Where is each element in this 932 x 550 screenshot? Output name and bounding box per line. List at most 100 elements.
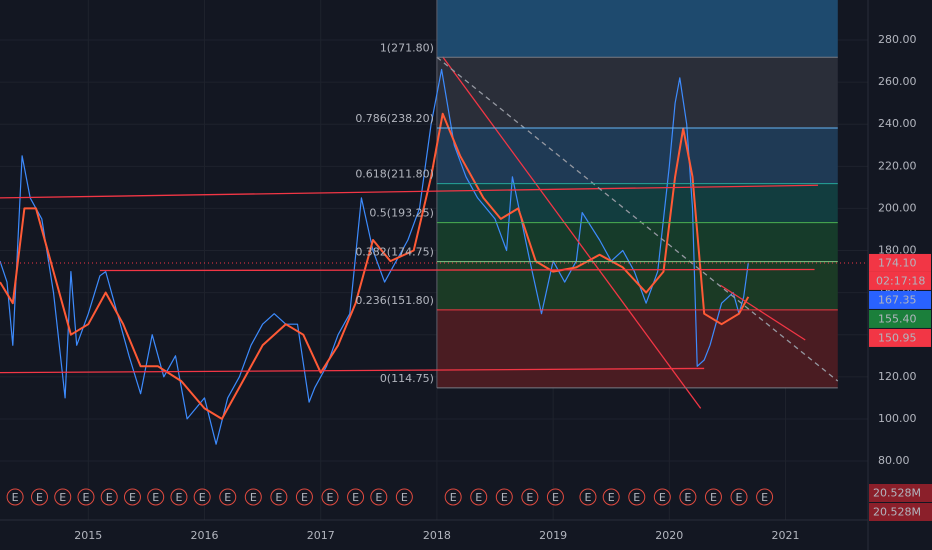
y-tick-label: 80.00 bbox=[878, 454, 910, 467]
earnings-label: E bbox=[106, 491, 113, 504]
earnings-marker bbox=[628, 488, 646, 506]
earnings-label: E bbox=[83, 491, 90, 504]
trendline bbox=[436, 56, 839, 382]
price-tag bbox=[869, 309, 931, 328]
earnings-marker bbox=[147, 488, 165, 506]
price-tag-label: 174.10 bbox=[878, 256, 917, 269]
earnings-marker bbox=[77, 488, 95, 506]
series-line bbox=[0, 112, 750, 420]
fib-label: 0.786(238.20) bbox=[355, 112, 434, 125]
earnings-label: E bbox=[352, 491, 359, 504]
fib-label: 0.382(174.75) bbox=[355, 246, 434, 259]
x-tick-label: 2017 bbox=[307, 529, 335, 542]
x-tick-label: 2020 bbox=[655, 529, 683, 542]
earnings-marker bbox=[6, 488, 24, 506]
fib-band bbox=[436, 183, 838, 223]
earnings-marker bbox=[653, 488, 671, 506]
earnings-label: E bbox=[12, 491, 19, 504]
earnings-marker bbox=[54, 488, 72, 506]
earnings-label: E bbox=[475, 491, 482, 504]
fib-label: 1(271.80) bbox=[380, 41, 434, 54]
plot bbox=[0, 0, 868, 520]
earnings-marker bbox=[270, 488, 288, 506]
trendline bbox=[99, 268, 815, 272]
earnings-marker bbox=[244, 488, 262, 506]
earnings-label: E bbox=[175, 491, 182, 504]
earnings-marker bbox=[193, 488, 211, 506]
earnings-marker bbox=[295, 488, 313, 506]
price-tag bbox=[869, 290, 931, 309]
fib-band bbox=[436, 222, 838, 262]
earnings-marker bbox=[602, 488, 620, 506]
volume-tag bbox=[869, 484, 932, 502]
earnings-marker bbox=[679, 488, 697, 506]
trendline bbox=[720, 284, 806, 341]
earnings-label: E bbox=[301, 491, 308, 504]
earnings-label: E bbox=[59, 491, 66, 504]
earnings-marker bbox=[546, 488, 564, 506]
earnings-label: E bbox=[501, 491, 508, 504]
earnings-label: E bbox=[552, 491, 559, 504]
earnings-marker bbox=[347, 488, 365, 506]
earnings-label: E bbox=[401, 491, 408, 504]
y-tick-label: 120.00 bbox=[878, 370, 917, 383]
earnings-label: E bbox=[684, 491, 691, 504]
fib-label: 0.618(211.80) bbox=[355, 168, 434, 181]
volume-label: 20.528M bbox=[873, 487, 921, 500]
fib-band bbox=[436, 57, 838, 129]
earnings-label: E bbox=[275, 491, 282, 504]
earnings-label: E bbox=[450, 491, 457, 504]
y-tick-label: 240.00 bbox=[878, 117, 917, 130]
earnings-label: E bbox=[375, 491, 382, 504]
series-line bbox=[0, 68, 749, 445]
earnings-label: E bbox=[199, 491, 206, 504]
trendline bbox=[0, 367, 705, 374]
price-tag-label: 167.35 bbox=[878, 293, 917, 306]
x-tick-label: 2018 bbox=[423, 529, 451, 542]
y-tick-label: 280.00 bbox=[878, 33, 917, 46]
earnings-label: E bbox=[761, 491, 768, 504]
earnings-marker bbox=[579, 488, 597, 506]
earnings-marker bbox=[495, 488, 513, 506]
fib-band bbox=[436, 128, 838, 184]
trendline bbox=[442, 56, 702, 409]
price-tag-label: 150.95 bbox=[878, 331, 917, 344]
y-tick-label: 200.00 bbox=[878, 201, 917, 214]
earnings-label: E bbox=[584, 491, 591, 504]
y-tick-label: 180.00 bbox=[878, 244, 917, 257]
earnings-marker bbox=[170, 488, 188, 506]
fib-label: 0.236(151.80) bbox=[355, 294, 434, 307]
earnings-label: E bbox=[608, 491, 615, 504]
earnings-marker bbox=[370, 488, 388, 506]
earnings-marker bbox=[470, 488, 488, 506]
y-tick-label: 220.00 bbox=[878, 159, 917, 172]
earnings-marker bbox=[100, 488, 118, 506]
countdown-label: 02:17:18 bbox=[876, 274, 925, 287]
x-tick-label: 2021 bbox=[771, 529, 799, 542]
earnings-label: E bbox=[736, 491, 743, 504]
earnings-label: E bbox=[633, 491, 640, 504]
earnings-label: E bbox=[659, 491, 666, 504]
earnings-label: E bbox=[526, 491, 533, 504]
fib-band bbox=[436, 261, 838, 310]
y-tick-label: 100.00 bbox=[878, 412, 917, 425]
price-tag-label: 155.40 bbox=[878, 312, 917, 325]
earnings-label: E bbox=[224, 491, 231, 504]
x-tick-label: 2016 bbox=[191, 529, 219, 542]
trendline bbox=[0, 184, 819, 199]
y-tick-label: 260.00 bbox=[878, 75, 917, 88]
earnings-label: E bbox=[250, 491, 257, 504]
x-tick-label: 2019 bbox=[539, 529, 567, 542]
earnings-marker bbox=[395, 488, 413, 506]
earnings-label: E bbox=[36, 491, 43, 504]
price-tag bbox=[869, 253, 931, 272]
fib-label: 0(114.75) bbox=[380, 372, 434, 385]
earnings-label: E bbox=[152, 491, 159, 504]
earnings-label: E bbox=[129, 491, 136, 504]
earnings-marker bbox=[31, 488, 49, 506]
earnings-marker bbox=[219, 488, 237, 506]
earnings-marker bbox=[730, 488, 748, 506]
x-tick-label: 2015 bbox=[74, 529, 102, 542]
